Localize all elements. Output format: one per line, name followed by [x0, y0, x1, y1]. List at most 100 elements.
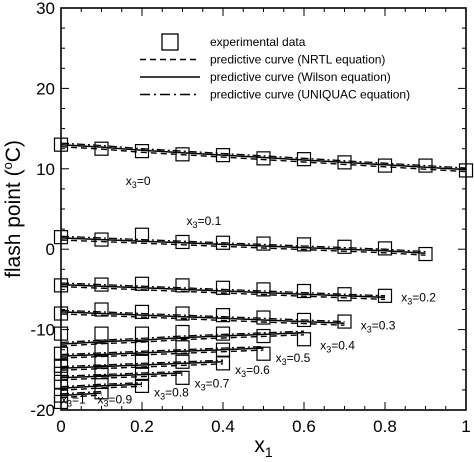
series-label-main: x [126, 174, 132, 188]
legend-label: predictive curve (UNIQUAC equation) [210, 88, 410, 102]
experimental-marker [296, 237, 312, 252]
legend-label: predictive curve (NRTL equation) [210, 53, 385, 67]
series-label-value: =0.2 [412, 290, 436, 304]
series-label-main: x [320, 339, 326, 353]
series-label: x3=0.5 [276, 351, 311, 367]
series-label-main: x [401, 290, 407, 304]
experimental-marker [337, 314, 352, 329]
series-label: x3=0.9 [97, 393, 132, 409]
legend-swatch-marker [161, 33, 179, 51]
x-tick-label: 0.6 [292, 417, 316, 436]
series-label: x3=0.4 [320, 339, 355, 355]
experimental-marker [418, 158, 433, 173]
experimental-marker [134, 227, 150, 242]
experimental-marker [94, 232, 109, 247]
predictive-curve [60, 345, 264, 356]
series-label: x3=0 [126, 174, 151, 190]
predictive-curve [60, 347, 264, 357]
experimental-marker [94, 277, 109, 292]
y-tick-label: 0 [46, 240, 55, 259]
y-tick-label: -20 [30, 401, 55, 420]
experimental-marker [215, 326, 231, 341]
experimental-marker [175, 340, 190, 355]
experimental-marker [337, 287, 352, 302]
series-label-value: =0.1 [198, 214, 222, 228]
experimental-marker [256, 328, 271, 344]
series-label-value: =0.9 [108, 393, 132, 407]
experimental-marker [337, 239, 352, 254]
predictive-curve [60, 359, 224, 368]
experimental-marker [175, 370, 190, 385]
predictive-curve [60, 235, 426, 253]
experimental-marker [377, 241, 393, 256]
experimental-marker [175, 278, 190, 293]
series-label: x3=0.1 [187, 214, 222, 230]
tick-marks [60, 7, 467, 411]
tick-labels: 0 0.2 0.4 0.6 0.8 1 -20 -10 0 10 20 30 [30, 0, 470, 436]
experimental-marker [134, 144, 150, 159]
series-label-sub: 3 [201, 382, 206, 392]
experimental-marker [94, 326, 109, 341]
experimental-marker [296, 152, 312, 167]
experimental-marker [337, 155, 352, 170]
series-label-sub: 3 [67, 399, 72, 409]
experimental-marker [215, 308, 231, 323]
experimental-marker [296, 332, 312, 347]
predictive-curve [60, 285, 386, 301]
series-label-value: =0.5 [287, 351, 311, 365]
experimental-marker [256, 151, 271, 166]
experimental-marker [175, 147, 190, 162]
series-label-sub: 3 [326, 345, 331, 355]
experimental-marker [256, 310, 271, 325]
y-axis-title-tail: C) [2, 140, 25, 162]
experimental-marker [215, 235, 231, 250]
experimental-marker [215, 342, 231, 357]
x-axis-title-main: x [254, 434, 265, 457]
legend-label: predictive curve (Wilson equation) [210, 70, 391, 84]
series-label-sub: 3 [282, 357, 287, 367]
predictive-curve [60, 143, 467, 171]
series-label-value: =0.4 [331, 339, 355, 353]
predictive-curve [60, 349, 264, 359]
experimental-marker [377, 158, 393, 173]
experimental-markers [53, 137, 474, 410]
series-label-sub: 3 [103, 399, 108, 409]
predictive-curve [60, 142, 467, 169]
experimental-marker [134, 366, 150, 381]
experimental-marker [94, 302, 109, 317]
series-label-value: =1 [72, 393, 86, 407]
predictive-curve [60, 313, 345, 326]
predictive-curve [60, 237, 426, 254]
series-label-value: =0.7 [206, 376, 230, 390]
series-label: x3=0.7 [195, 376, 230, 392]
experimental-marker [134, 276, 150, 291]
experimental-marker [94, 385, 109, 400]
series-label-sub: 3 [193, 220, 198, 230]
experimental-marker [418, 246, 433, 262]
predictive-curves [60, 142, 467, 399]
series-label: x3=0.2 [401, 290, 436, 306]
predictive-curve [60, 146, 467, 173]
series-label-main: x [61, 393, 67, 407]
predictive-curve [60, 372, 183, 379]
y-tick-label: -10 [30, 321, 55, 340]
series-label-sub: 3 [407, 296, 412, 306]
series-label: x3=0.3 [361, 319, 396, 335]
series-label-value: =0.3 [372, 319, 396, 333]
experimental-marker [175, 324, 190, 340]
series-label-main: x [235, 363, 241, 377]
y-tick-label: 20 [36, 79, 55, 98]
experimental-marker [175, 354, 190, 369]
series-label-main: x [361, 319, 367, 333]
series-label-sub: 3 [132, 180, 137, 190]
series-label-sub: 3 [367, 325, 372, 335]
series-label-main: x [195, 376, 201, 390]
y-axis-title: flash point (oC) [0, 140, 25, 278]
experimental-marker [94, 354, 109, 369]
predictive-curve [60, 374, 183, 381]
x-tick-label: 1 [461, 417, 470, 436]
series-labels: x3=0x3=0.1x3=0.2x3=0.3x3=0.4x3=0.5x3=0.6… [61, 174, 436, 409]
experimental-marker [134, 340, 150, 356]
y-tick-label: 10 [36, 160, 55, 179]
legend: experimental data predictive curve (NRTL … [140, 33, 410, 102]
